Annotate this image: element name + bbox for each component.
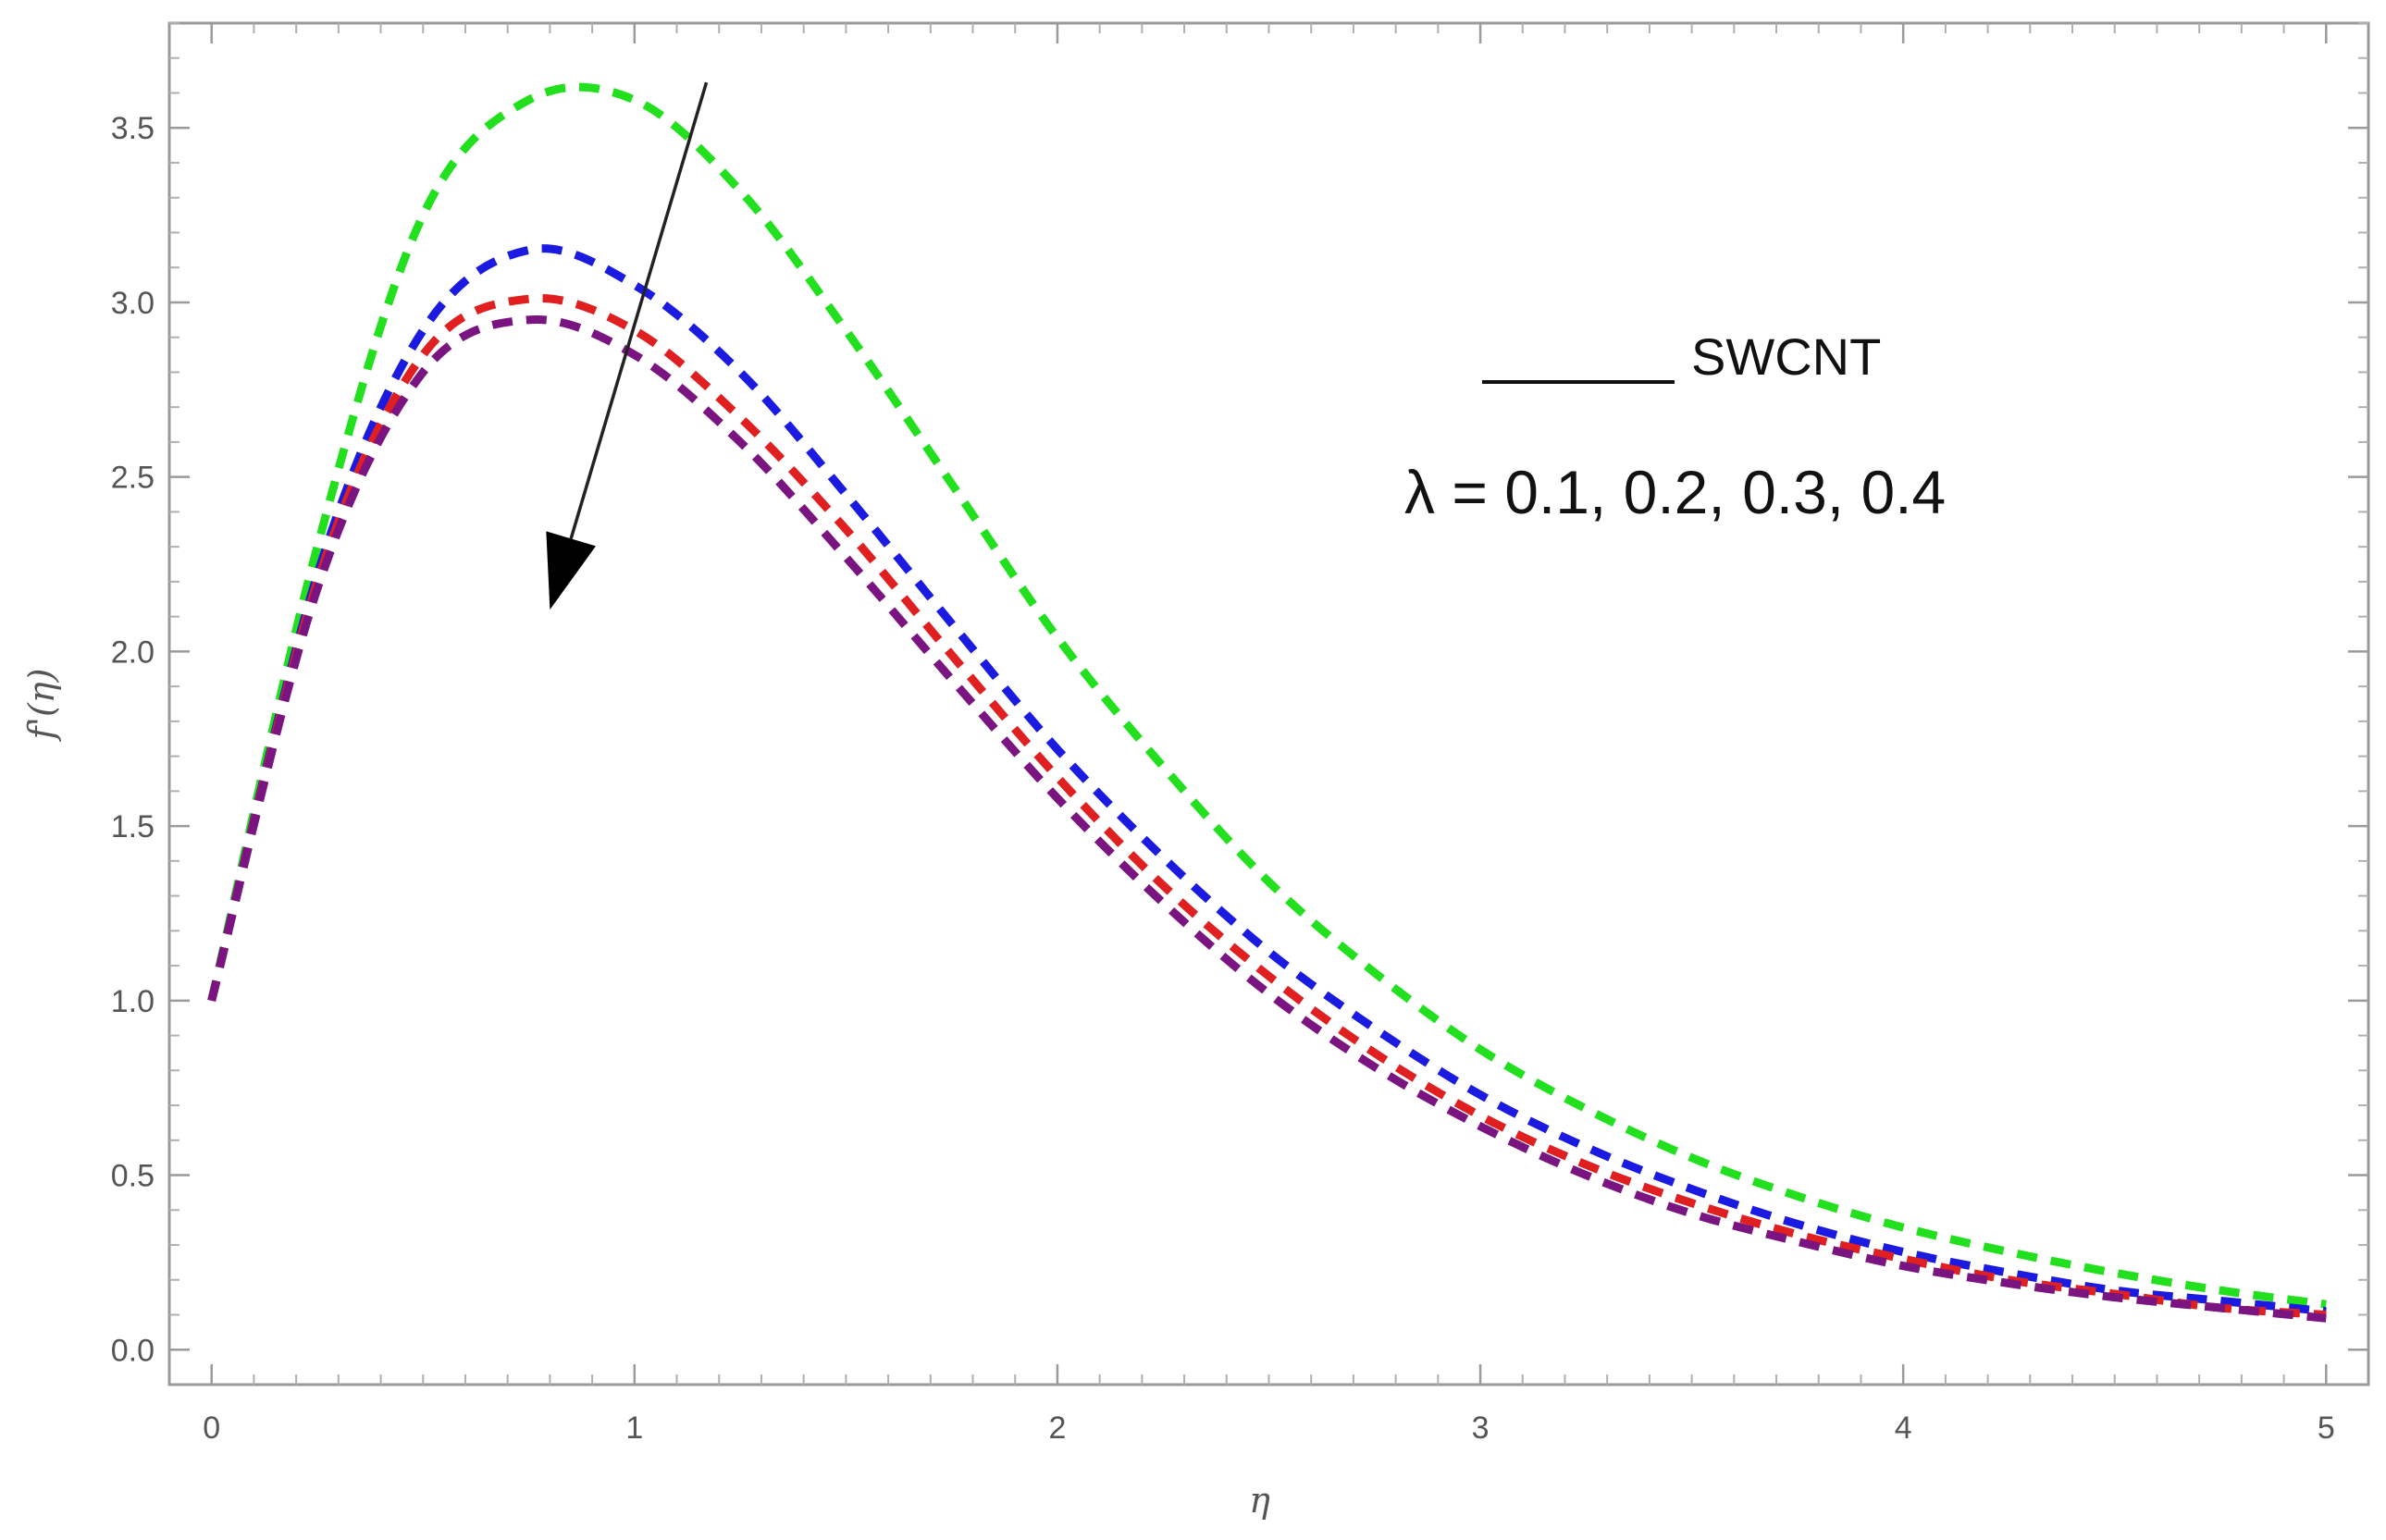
y-tick-label: 2.0 bbox=[111, 634, 155, 670]
arrow-shaft bbox=[569, 81, 709, 539]
x-tick-label: 1 bbox=[625, 1411, 643, 1446]
y-tick-label: 3.5 bbox=[111, 111, 155, 146]
y-tick-label: 0.5 bbox=[111, 1159, 155, 1194]
x-tick-label: 3 bbox=[1472, 1411, 1490, 1446]
x-tick-label: 2 bbox=[1048, 1411, 1066, 1446]
x-tick-label: 0 bbox=[203, 1411, 220, 1446]
series-line-3 bbox=[207, 294, 2327, 1319]
series-line-4 bbox=[207, 314, 2327, 1323]
y-tick-label: 2.5 bbox=[111, 461, 155, 496]
x-tick-label: 4 bbox=[1895, 1411, 1912, 1446]
y-tick-label: 0.0 bbox=[111, 1333, 155, 1368]
y-tick-label: 1.5 bbox=[111, 809, 155, 844]
x-axis-label: η bbox=[1249, 1480, 1270, 1521]
y-tick-label: 1.0 bbox=[111, 984, 155, 1019]
y-axis-label: f'(η) bbox=[21, 669, 62, 743]
ticks-layer: 0 1 2 3 4 5 0.0 0.5 1.0 1.5 2.0 2.5 3.0 3.5 bbox=[111, 22, 2368, 1446]
y-tick-label: 3.0 bbox=[111, 286, 155, 321]
x-tick-label: 5 bbox=[2318, 1411, 2335, 1446]
series-layer bbox=[207, 82, 2327, 1323]
series-line-2 bbox=[207, 244, 2327, 1316]
lambda-annotation: λ = 0.1, 0.2, 0.3, 0.4 bbox=[1404, 458, 1946, 526]
arrow-head bbox=[546, 531, 597, 610]
series-line-1 bbox=[207, 82, 2327, 1309]
legend-label: SWCNT bbox=[1691, 327, 1881, 386]
